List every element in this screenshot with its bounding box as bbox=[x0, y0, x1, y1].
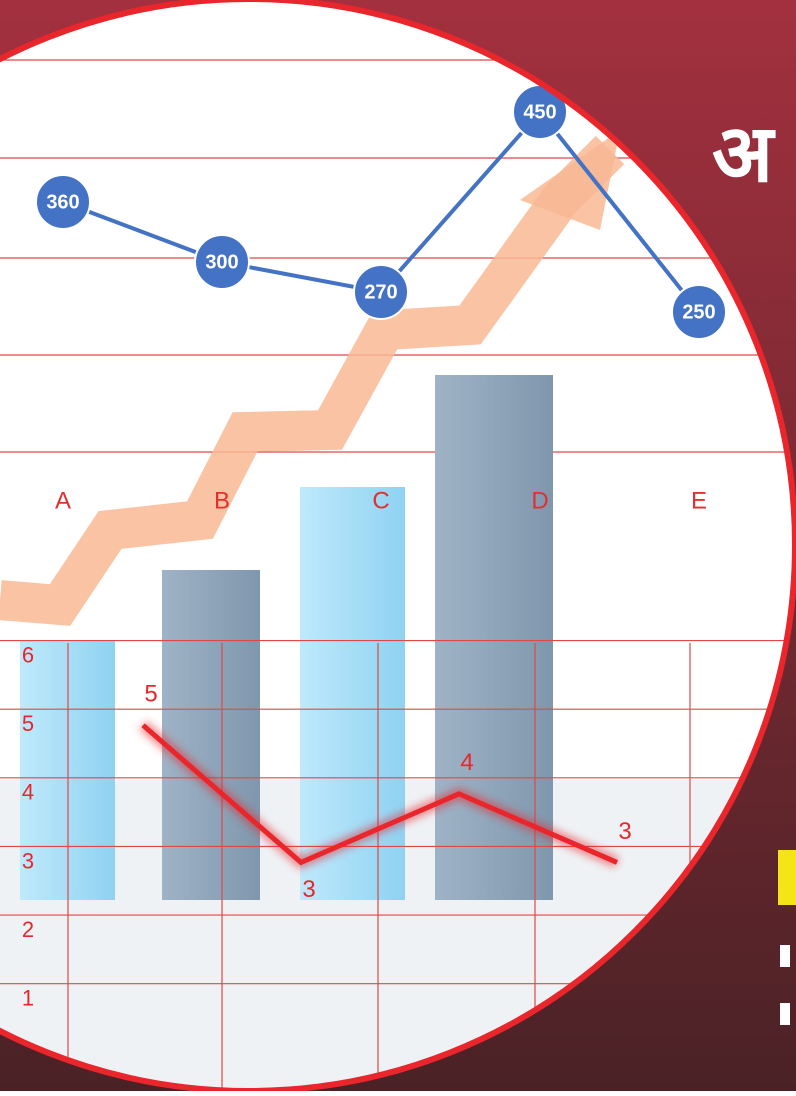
value-label: 360 bbox=[46, 191, 79, 213]
cover: अ A B C D E 360 300 270 450 250 1 2 3 4 5 6 5 3 4 3 bbox=[0, 0, 796, 1091]
value-label: 4 bbox=[460, 749, 473, 776]
value-label: 5 bbox=[144, 681, 157, 708]
value-label: 300 bbox=[205, 251, 238, 273]
decor bbox=[780, 1003, 790, 1025]
y-tick-label: 4 bbox=[22, 780, 34, 805]
y-tick-label: 2 bbox=[22, 917, 34, 942]
y-tick-label: 1 bbox=[22, 986, 34, 1011]
y-tick-label: 5 bbox=[22, 711, 34, 736]
value-label: 450 bbox=[523, 101, 556, 123]
value-label: 3 bbox=[618, 818, 631, 845]
category-label: E bbox=[691, 487, 707, 514]
category-label: D bbox=[531, 487, 548, 514]
value-label: 270 bbox=[364, 281, 397, 303]
cover-title: अ bbox=[712, 109, 776, 198]
y-tick-label: 6 bbox=[22, 642, 34, 667]
decor-bar bbox=[162, 570, 260, 900]
decor bbox=[780, 945, 790, 967]
decor bbox=[778, 850, 796, 905]
category-label: A bbox=[55, 487, 71, 514]
y-tick-label: 3 bbox=[22, 848, 34, 873]
category-label: C bbox=[372, 487, 389, 514]
value-label: 250 bbox=[682, 301, 715, 323]
value-label: 3 bbox=[302, 876, 315, 903]
category-label: B bbox=[214, 487, 230, 514]
